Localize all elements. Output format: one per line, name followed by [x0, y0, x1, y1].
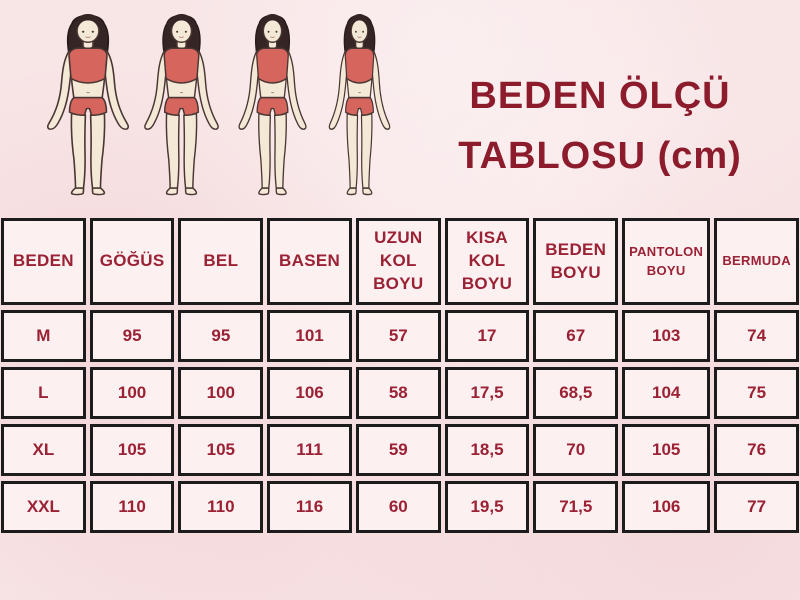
page-title-line1: BEDEN ÖLÇÜ: [469, 75, 731, 117]
column-header-gogus: GÖĞÜS: [89, 218, 175, 305]
size-label-cell: XL: [1, 424, 86, 476]
size-value-cell: 110: [178, 481, 264, 533]
page-title: BEDEN ÖLÇÜ TABLOSU (cm): [440, 66, 760, 186]
size-value-cell: 60: [355, 481, 441, 533]
size-value-cell: 59: [355, 424, 441, 476]
woman-body-curvy-icon: [46, 13, 130, 196]
size-value-cell: 110: [89, 481, 175, 533]
size-value-cell: 100: [178, 367, 264, 419]
size-value-cell: 111: [267, 424, 352, 476]
size-value-cell: 57: [355, 310, 441, 362]
size-value-cell: 67: [533, 310, 619, 362]
size-value-cell: 71,5: [533, 481, 619, 533]
size-value-cell: 95: [89, 310, 175, 362]
size-value-cell: 103: [622, 310, 711, 362]
size-value-cell: 106: [267, 367, 352, 419]
size-value-cell: 19,5: [444, 481, 530, 533]
size-value-cell: 18,5: [444, 424, 530, 476]
column-header-basen: BASEN: [267, 218, 352, 305]
size-value-cell: 17: [444, 310, 530, 362]
size-value-cell: 70: [533, 424, 619, 476]
size-value-cell: 105: [89, 424, 175, 476]
column-header-beden-boyu: BEDEN BOYU: [533, 218, 619, 305]
size-value-cell: 76: [714, 424, 799, 476]
size-label-cell: XXL: [1, 481, 86, 533]
size-value-cell: 104: [622, 367, 711, 419]
size-label-cell: L: [1, 367, 86, 419]
size-value-cell: 100: [89, 367, 175, 419]
column-header-beden: BEDEN: [1, 218, 86, 305]
size-value-cell: 116: [267, 481, 352, 533]
page-title-line2: TABLOSU (cm): [458, 135, 742, 177]
size-table: BEDEN GÖĞÜS BEL BASEN UZUN KOL BOYU KISA…: [0, 218, 800, 533]
woman-body-slimmest-icon: [328, 13, 391, 196]
column-header-pantolon-boyu: PANTOLON BOYU: [622, 218, 711, 305]
column-header-bel: BEL: [178, 218, 264, 305]
size-value-cell: 17,5: [444, 367, 530, 419]
size-value-cell: 58: [355, 367, 441, 419]
size-value-cell: 101: [267, 310, 352, 362]
size-value-cell: 105: [178, 424, 264, 476]
size-label-cell: M: [1, 310, 86, 362]
column-header-uzun-kol-boyu: UZUN KOL BOYU: [355, 218, 441, 305]
woman-body-slim-icon: [238, 13, 307, 196]
column-header-bermuda: BERMUDA: [714, 218, 799, 305]
size-value-cell: 77: [714, 481, 799, 533]
size-value-cell: 105: [622, 424, 711, 476]
size-value-cell: 74: [714, 310, 799, 362]
size-value-cell: 68,5: [533, 367, 619, 419]
size-value-cell: 75: [714, 367, 799, 419]
woman-body-medium-icon: [144, 13, 219, 196]
size-value-cell: 106: [622, 481, 711, 533]
header-section: BEDEN ÖLÇÜ TABLOSU (cm): [0, 0, 800, 218]
size-value-cell: 95: [178, 310, 264, 362]
column-header-kisa-kol-boyu: KISA KOL BOYU: [444, 218, 530, 305]
